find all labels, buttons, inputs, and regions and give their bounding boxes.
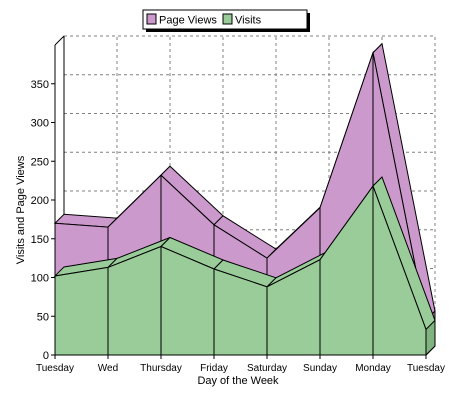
y-tick-label: 200 xyxy=(31,195,49,207)
legend-swatch-visits xyxy=(222,13,233,25)
x-tick-label: Tuesday xyxy=(407,363,445,374)
y-tick-label: 100 xyxy=(31,273,49,285)
y-tick-label: 0 xyxy=(43,350,49,362)
x-tick-label: Sunday xyxy=(303,363,337,374)
x-axis-title: Day of the Week xyxy=(197,375,279,387)
x-tick-label: Monday xyxy=(355,363,391,374)
y-tick-label: 350 xyxy=(31,79,49,91)
x-tick-label: Tuesday xyxy=(36,363,74,374)
x-tick-label: Friday xyxy=(200,363,228,374)
legend-label-visits: Visits xyxy=(235,15,262,27)
x-tick-label: Wed xyxy=(98,363,118,374)
y-tick-label: 300 xyxy=(31,118,49,130)
y-tick-label: 250 xyxy=(31,156,49,168)
legend-label-page-views: Page Views xyxy=(159,15,217,27)
area-end-cap-visits xyxy=(425,319,436,357)
y-tick-label: 50 xyxy=(37,311,49,323)
legend-swatch-page-views xyxy=(146,13,157,25)
y-axis-title: Visits and Page Views xyxy=(15,155,27,264)
y-tick-label: 150 xyxy=(31,234,49,246)
legend: Page Views Visits xyxy=(142,9,310,32)
wall-top-edge xyxy=(54,35,65,46)
x-tick-label: Saturday xyxy=(247,363,287,374)
x-tick-label: Thursday xyxy=(140,363,182,374)
